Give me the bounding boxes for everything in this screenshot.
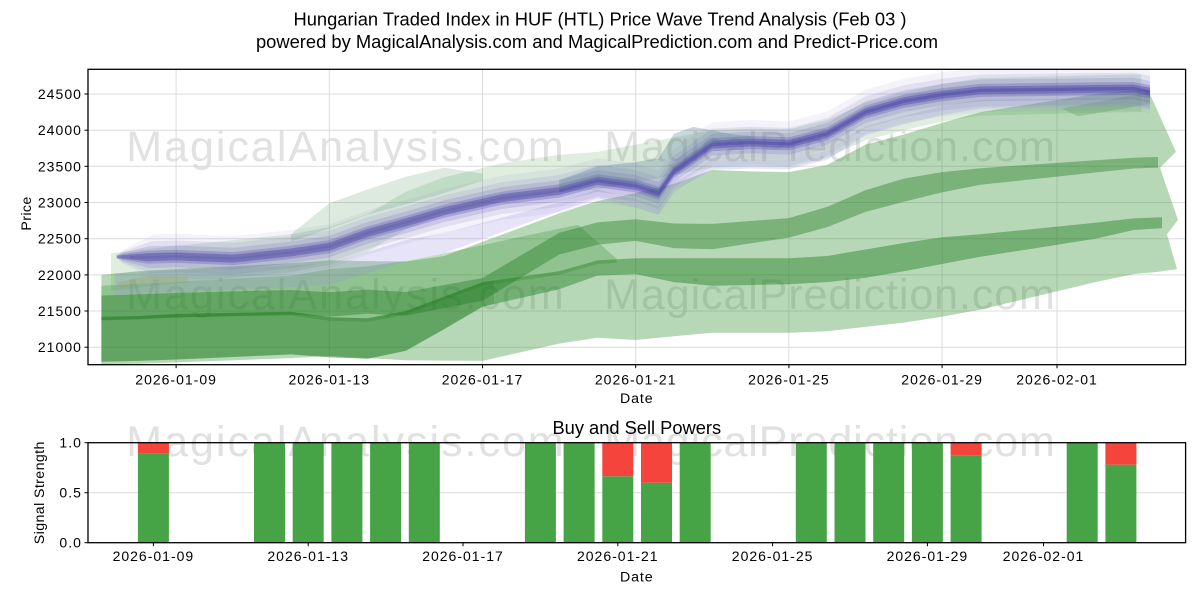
svg-text:MagicalPrediction.com: MagicalPrediction.com <box>604 123 1055 171</box>
svg-text:2026-01-17: 2026-01-17 <box>422 548 504 564</box>
svg-text:2026-01-25: 2026-01-25 <box>732 548 814 564</box>
svg-text:0.5: 0.5 <box>59 485 82 501</box>
svg-text:2026-01-21: 2026-01-21 <box>577 548 659 564</box>
svg-text:2026-01-21: 2026-01-21 <box>595 371 677 387</box>
svg-text:Date: Date <box>620 391 654 407</box>
svg-text:Hungarian Traded Index in HUF: Hungarian Traded Index in HUF (HTL) Pric… <box>293 9 906 30</box>
svg-text:powered by MagicalAnalysis.com: powered by MagicalAnalysis.com and Magic… <box>256 31 938 52</box>
svg-text:2026-01-17: 2026-01-17 <box>442 371 524 387</box>
svg-text:2026-01-25: 2026-01-25 <box>748 371 830 387</box>
svg-text:Price: Price <box>19 196 35 230</box>
svg-text:0.0: 0.0 <box>59 535 82 551</box>
svg-text:22000: 22000 <box>38 267 82 283</box>
svg-text:Date: Date <box>620 570 654 586</box>
svg-text:24500: 24500 <box>38 86 82 102</box>
svg-text:2026-01-09: 2026-01-09 <box>135 371 217 387</box>
svg-text:22500: 22500 <box>38 231 82 247</box>
svg-text:24000: 24000 <box>38 122 82 138</box>
svg-text:2026-01-13: 2026-01-13 <box>288 371 370 387</box>
svg-text:Signal Strength: Signal Strength <box>32 441 48 544</box>
svg-text:2026-02-01: 2026-02-01 <box>1003 548 1085 564</box>
svg-text:2026-02-01: 2026-02-01 <box>1016 371 1098 387</box>
svg-text:23000: 23000 <box>38 195 82 211</box>
svg-text:2026-01-29: 2026-01-29 <box>887 548 969 564</box>
svg-text:2026-01-09: 2026-01-09 <box>113 548 195 564</box>
svg-text:21000: 21000 <box>38 339 82 355</box>
svg-text:23500: 23500 <box>38 158 82 174</box>
svg-text:1.0: 1.0 <box>59 435 82 451</box>
svg-text:MagicalAnalysis.com: MagicalAnalysis.com <box>126 123 565 171</box>
svg-text:Buy and Sell Powers: Buy and Sell Powers <box>552 417 721 438</box>
svg-text:2026-01-13: 2026-01-13 <box>267 548 349 564</box>
svg-text:21500: 21500 <box>38 303 82 319</box>
svg-text:2026-01-29: 2026-01-29 <box>901 371 983 387</box>
